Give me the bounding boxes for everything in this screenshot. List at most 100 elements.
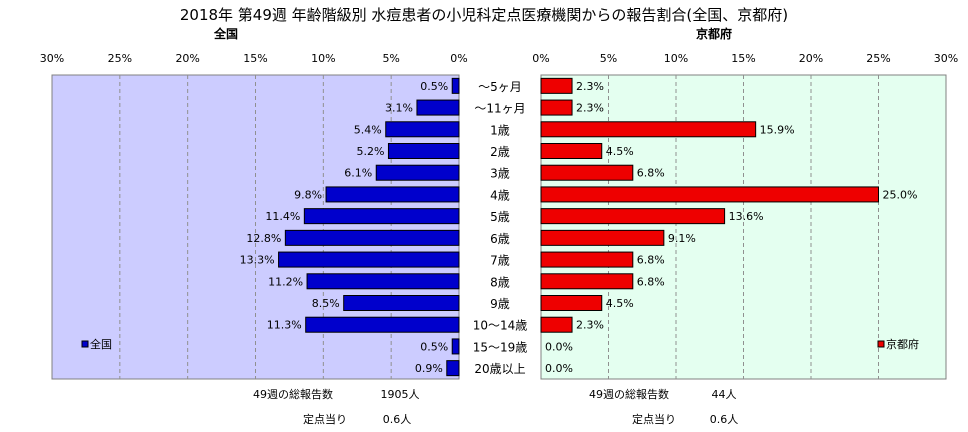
kyoto-per-value: 0.6人: [710, 413, 739, 426]
national-legend-swatch: [81, 340, 89, 348]
kyoto-bar: [540, 121, 757, 138]
national-bar: [306, 273, 460, 290]
national-data-label: 6.1%: [344, 167, 372, 180]
national-tick-label: 20%: [175, 52, 199, 65]
category-label: 3歳: [490, 167, 510, 181]
category-label: 7歳: [490, 254, 510, 268]
kyoto-data-label: 13.6%: [729, 210, 764, 223]
kyoto-total-value: 44人: [712, 388, 737, 401]
national-data-label: 5.2%: [357, 145, 385, 158]
kyoto-legend-swatch: [877, 340, 885, 348]
kyoto-tick-label: 5%: [600, 52, 617, 65]
kyoto-bar: [540, 143, 603, 159]
national-bar: [451, 77, 460, 94]
kyoto-bar: [540, 164, 634, 181]
category-label: 2歳: [490, 145, 510, 159]
kyoto-data-label: 2.3%: [576, 102, 604, 115]
national-bar: [303, 208, 460, 225]
category-label: 9歳: [490, 297, 510, 311]
kyoto-bar: [540, 316, 573, 333]
kyoto-tick-label: 25%: [866, 52, 890, 65]
chart-title: 2018年 第49週 年齢階級別 水痘患者の小児科定点医療機関からの報告割合(全…: [180, 6, 788, 24]
national-legend-label: 全国: [90, 337, 112, 351]
kyoto-data-label: 4.5%: [606, 297, 634, 310]
category-label: 8歳: [490, 275, 510, 289]
national-tick-label: 25%: [108, 52, 132, 65]
kyoto-tick-label: 10%: [664, 52, 688, 65]
kyoto-tick-label: 0%: [532, 52, 549, 65]
national-tick-label: 10%: [311, 52, 335, 65]
kyoto-bar: [540, 208, 726, 225]
left-panel-title: 全国: [213, 26, 238, 41]
category-label: 15～19歳: [473, 340, 528, 354]
national-total-value: 1905人: [381, 388, 420, 401]
category-label: 10～14歳: [473, 319, 528, 333]
kyoto-bar: [540, 186, 879, 203]
kyoto-per-label: 定点当り: [632, 412, 676, 426]
national-bar: [375, 164, 460, 181]
right-panel-title: 京都府: [696, 26, 732, 41]
kyoto-tick-label: 15%: [731, 52, 755, 65]
kyoto-data-label: 25.0%: [883, 188, 918, 201]
national-bar: [446, 360, 460, 377]
category-label: ～11ヶ月: [474, 102, 525, 116]
kyoto-bar: [540, 99, 573, 116]
national-bar: [385, 121, 460, 138]
national-tick-label: 15%: [243, 52, 267, 65]
national-bar: [278, 251, 460, 268]
kyoto-data-label: 15.9%: [760, 123, 795, 136]
national-tick-label: 0%: [450, 52, 467, 65]
kyoto-bar: [540, 295, 603, 311]
kyoto-total-label: 49週の総報告数: [589, 387, 669, 401]
national-bar: [343, 295, 460, 311]
kyoto-panel: 0% 5% 10% 15% 20% 25% 30%2.3%2.3%15.9%4.5%6.8%…: [532, 52, 958, 380]
kyoto-data-label: 6.8%: [637, 167, 665, 180]
kyoto-tick-label: 30%: [934, 52, 958, 65]
kyoto-data-label: 0.0%: [545, 362, 573, 375]
national-data-label: 13.3%: [240, 254, 275, 267]
kyoto-data-label: 9.1%: [668, 232, 696, 245]
kyoto-data-label: 6.8%: [637, 254, 665, 267]
national-data-label: 8.5%: [312, 297, 340, 310]
kyoto-legend-label: 京都府: [886, 337, 919, 351]
kyoto-bar: [540, 273, 634, 290]
kyoto-bar: [540, 251, 634, 268]
national-data-label: 12.8%: [246, 232, 281, 245]
category-label: 6歳: [490, 232, 510, 246]
national-tick-label: 5%: [382, 52, 399, 65]
national-data-label: 0.5%: [420, 80, 448, 93]
national-bar: [305, 316, 460, 333]
category-label: 1歳: [490, 123, 510, 137]
national-bar: [325, 186, 460, 203]
national-panel: 30% 25% 20% 15% 10% 5% 0% 0.5% 3.1%5.4% 5.2% 6.1% 9…: [40, 52, 468, 380]
national-data-label: 11.4%: [265, 210, 300, 223]
kyoto-data-label: 4.5%: [606, 145, 634, 158]
kyoto-bar: [540, 77, 573, 94]
national-data-label: 0.9%: [415, 362, 443, 375]
category-label: 5歳: [490, 210, 510, 224]
chart-body: 30% 25% 20% 15% 10% 5% 0% 0.5% 3.1%5.4% 5.2% 6.1% 9…: [40, 52, 958, 380]
category-label: 4歳: [490, 188, 510, 202]
national-per-value: 0.6人: [383, 413, 412, 426]
kyoto-data-label: 6.8%: [637, 275, 665, 288]
kyoto-data-label: 2.3%: [576, 80, 604, 93]
national-data-label: 11.3%: [267, 319, 302, 332]
national-per-label: 定点当り: [303, 412, 347, 426]
national-bar: [284, 229, 460, 246]
category-label: 20歳以上: [474, 362, 525, 376]
kyoto-bar: [540, 229, 665, 246]
national-bar: [387, 143, 460, 159]
national-data-label: 3.1%: [385, 102, 413, 115]
kyoto-data-label: 0.0%: [545, 340, 573, 353]
kyoto-tick-label: 20%: [799, 52, 823, 65]
national-data-label: 9.8%: [294, 188, 322, 201]
national-total-label: 49週の総報告数: [253, 387, 333, 401]
national-bar: [451, 338, 460, 355]
national-tick-label: 30%: [40, 52, 64, 65]
category-label: ～5ヶ月: [478, 80, 522, 94]
national-data-label: 0.5%: [420, 340, 448, 353]
national-bar: [416, 99, 460, 116]
kyoto-data-label: 2.3%: [576, 319, 604, 332]
